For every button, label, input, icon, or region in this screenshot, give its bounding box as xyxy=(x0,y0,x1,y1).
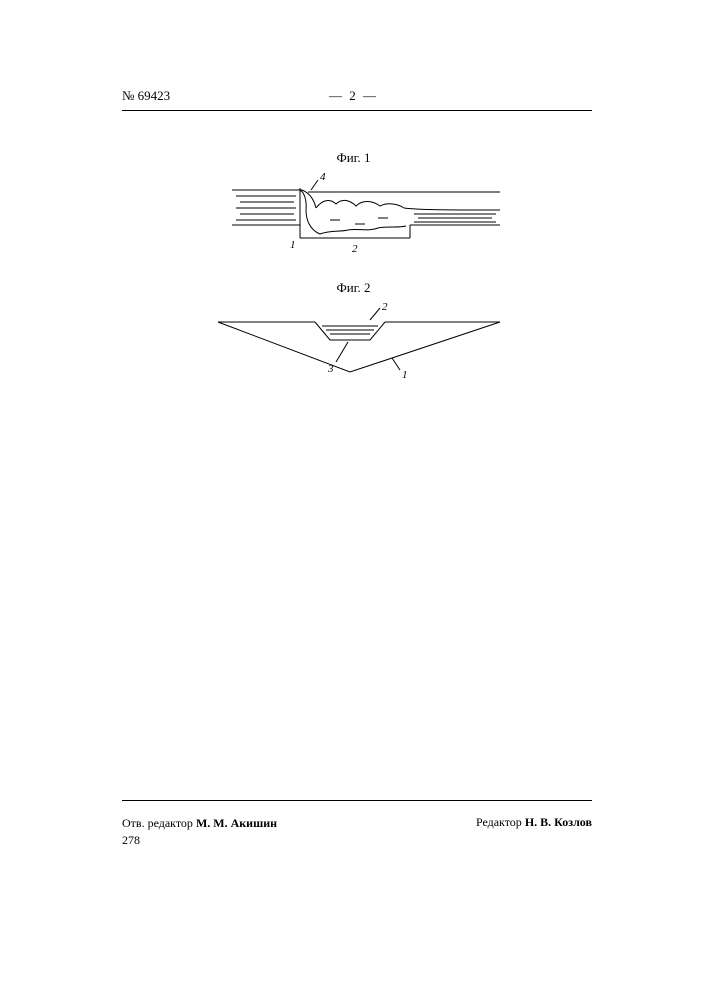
editor-name: Н. В. Козлов xyxy=(525,815,592,829)
fig2-ref-3: 3 xyxy=(327,363,334,375)
footer-right: Редактор Н. В. Козлов xyxy=(476,815,592,830)
footer-left: Отв. редактор М. М. Акишин 278 xyxy=(122,815,277,849)
figure-2: 2 3 1 xyxy=(0,300,707,410)
header-rule xyxy=(122,110,592,111)
fig2-ref-1: 1 xyxy=(402,369,408,381)
editor-label: Редактор xyxy=(476,815,522,829)
fig2-ref-2: 2 xyxy=(382,301,388,313)
page: № 69423 — 2 — Фиг. 1 xyxy=(0,0,707,1000)
fig1-ref-2: 2 xyxy=(352,243,358,255)
figure-2-label: Фиг. 2 xyxy=(0,280,707,296)
page-number: — 2 — xyxy=(0,88,707,104)
resp-editor-name: М. М. Акишин xyxy=(196,816,277,830)
resp-editor-label: Отв. редактор xyxy=(122,816,193,830)
footer-rule xyxy=(122,800,592,801)
figure-1-label: Фиг. 1 xyxy=(0,150,707,166)
figure-1: 1 2 4 xyxy=(0,170,707,270)
footer-code: 278 xyxy=(122,833,140,847)
fig1-ref-4: 4 xyxy=(320,171,326,183)
fig1-ref-1: 1 xyxy=(290,239,296,251)
